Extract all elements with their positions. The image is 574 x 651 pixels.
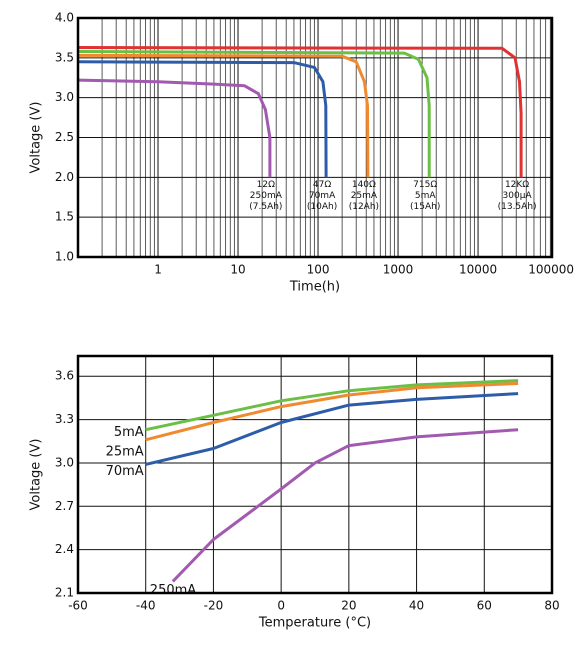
x-tick-label: -40	[136, 599, 156, 613]
series-label: 5mA	[114, 425, 144, 440]
x-tick-label: 0	[277, 599, 285, 613]
data-line	[171, 428, 519, 583]
data-line	[78, 53, 370, 178]
curve-annotation: 5mA	[415, 191, 436, 201]
y-tick-label: 3.0	[55, 90, 74, 104]
curve-annotation: 12KΩ	[505, 180, 529, 190]
x-tick-label: 60	[477, 599, 492, 613]
y-tick-label: 3.5	[55, 50, 74, 64]
x-axis-title: Time(h)	[289, 280, 340, 295]
y-axis-title: Voltage (V)	[29, 439, 44, 511]
y-tick-label: 1.0	[55, 250, 74, 264]
data-line	[145, 382, 519, 442]
y-tick-label: 2.4	[55, 542, 74, 556]
curve-annotation: 70mA	[309, 191, 336, 201]
y-tick-label: 2.7	[55, 499, 74, 513]
y-tick-label: 4.0	[55, 11, 74, 25]
series-label: 70mA	[106, 464, 144, 479]
y-tick-label: 2.5	[55, 130, 74, 144]
x-tick-label: 40	[409, 599, 424, 613]
curve-annotation: 25mA	[351, 191, 378, 201]
y-tick-label: 3.3	[55, 412, 74, 426]
curve-annotation: 140Ω	[352, 180, 376, 190]
curve-annotation: 12Ω	[257, 180, 275, 190]
x-axis-title: Temperature (°C)	[258, 616, 371, 631]
x-tick-label: 100000	[528, 263, 574, 277]
data-line	[78, 78, 272, 178]
curve-annotation: (10Ah)	[307, 202, 337, 212]
y-tick-label: 1.5	[55, 210, 74, 224]
curve-annotation: (7.5Ah)	[249, 202, 282, 212]
x-tick-label: 1000	[383, 263, 414, 277]
plot-area	[78, 18, 552, 257]
data-line	[78, 46, 523, 178]
y-tick-label: 2.1	[55, 586, 74, 600]
x-tick-label: -20	[204, 599, 224, 613]
curve-annotation: 715Ω	[413, 180, 437, 190]
curve-annotation: (12Ah)	[349, 202, 379, 212]
y-tick-label: 3.0	[55, 455, 74, 469]
y-tick-label: 3.6	[55, 369, 74, 383]
data-line	[145, 379, 519, 432]
x-tick-label: 20	[341, 599, 356, 613]
series-label: 250mA	[150, 583, 196, 598]
series-label: 25mA	[106, 444, 144, 459]
y-axis-title: Voltage (V)	[29, 102, 44, 174]
x-tick-label: 100	[307, 263, 330, 277]
x-tick-label: 10000	[459, 263, 497, 277]
x-tick-label: 1	[154, 263, 162, 277]
y-tick-label: 2.0	[55, 170, 74, 184]
data-line	[145, 392, 519, 466]
data-line	[78, 50, 431, 178]
x-tick-label: 80	[544, 599, 559, 613]
curve-annotation: 300µA	[503, 191, 533, 201]
curve-annotation: (15Ah)	[410, 202, 440, 212]
curve-annotation: 47Ω	[313, 180, 331, 190]
curve-annotation: (13.5Ah)	[498, 202, 537, 212]
data-line	[78, 60, 328, 178]
plot-area	[78, 356, 552, 593]
plot-frame	[76, 354, 554, 595]
x-tick-label: -60	[68, 599, 88, 613]
curve-annotation: 250mA	[250, 191, 283, 201]
x-tick-label: 10	[230, 263, 245, 277]
plot-frame	[76, 16, 554, 259]
